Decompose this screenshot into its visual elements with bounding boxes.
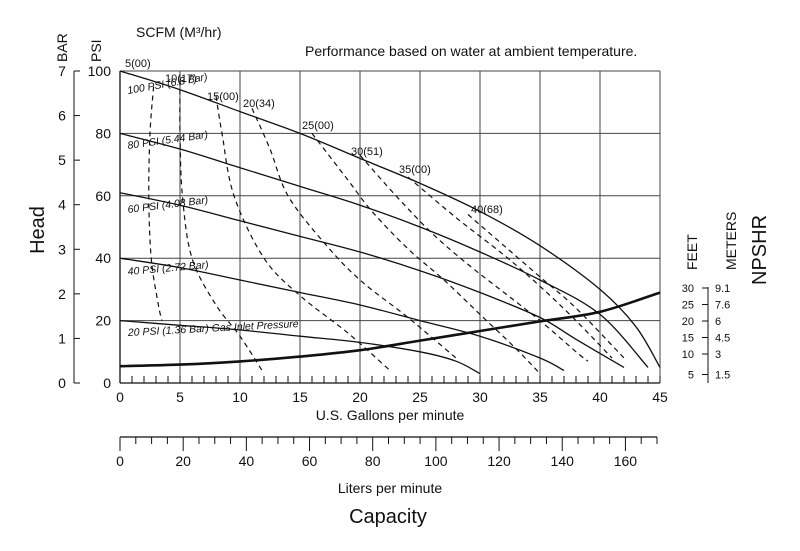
liters-tick-label: 0 <box>116 453 124 469</box>
grid <box>120 70 661 383</box>
air-consumption-curve <box>251 108 457 359</box>
npshr-meters-label: 3 <box>715 349 721 361</box>
psi-tick-label: 0 <box>103 375 111 391</box>
pressure-curve <box>119 257 565 372</box>
x-tick-label: 20 <box>352 389 368 405</box>
air-curve-label: 40(68) <box>471 204 503 216</box>
pressure-curve <box>119 192 625 368</box>
x-tick-label: 5 <box>176 389 184 405</box>
air-consumption-curve <box>467 214 625 359</box>
npshr-label: NPSHR <box>749 215 771 285</box>
npshr-feet-label: 15 <box>682 333 694 345</box>
psi-title: PSI <box>88 39 104 62</box>
meters-title: METERS <box>723 212 739 270</box>
pressure-curve-label: 20 PSI (1.36 Bar) Gas Inlet Pressure <box>127 318 300 339</box>
psi-tick-label: 100 <box>88 63 112 79</box>
bar-tick-label: 5 <box>58 152 66 168</box>
scfm-title: SCFM (M³/hr) <box>136 24 222 40</box>
air-consumption-curve <box>179 80 265 374</box>
npshr-feet-label: 10 <box>682 349 694 361</box>
bar-tick-label: 7 <box>58 63 66 79</box>
x-tick-label: 25 <box>412 389 428 405</box>
x-tick-label: 45 <box>652 389 668 405</box>
air-curve-label: 10(17) <box>165 73 197 85</box>
x-tick-label: 0 <box>116 389 124 405</box>
npshr-meters-label: 1.5 <box>715 370 730 382</box>
x-axis-label: U.S. Gallons per minute <box>316 407 465 423</box>
psi-tick-label: 20 <box>95 313 111 329</box>
npshr-feet-label: 5 <box>688 370 694 382</box>
liters-tick-label: 40 <box>239 453 255 469</box>
x-tick-label: 35 <box>532 389 548 405</box>
air-curve-label: 20(34) <box>243 98 275 110</box>
air-curve-label: 30(51) <box>351 146 383 158</box>
psi-tick-label: 60 <box>95 188 111 204</box>
npshr-meters-label: 7.6 <box>715 300 730 312</box>
liters-tick-label: 140 <box>551 453 575 469</box>
feet-title: FEET <box>684 234 700 270</box>
pressure-curve <box>119 70 661 368</box>
pressure-curve <box>119 319 481 375</box>
chart-note: Performance based on water at ambient te… <box>305 43 637 59</box>
bar-tick-label: 6 <box>58 108 66 124</box>
capacity-label: Capacity <box>349 506 427 528</box>
bar-tick-label: 3 <box>58 241 66 257</box>
psi-tick-label: 40 <box>95 250 111 266</box>
air-curve-label: 35(00) <box>399 164 431 176</box>
air-consumption-curve <box>359 154 589 362</box>
pressure-curve-label: 40 PSI (2.72 Bar) <box>127 259 209 278</box>
air-curve-label: 5(00) <box>125 58 151 70</box>
x-tick-label: 30 <box>472 389 488 405</box>
npshr-curve <box>119 291 661 368</box>
air-consumption-curve <box>215 95 391 371</box>
npshr-meters-label: 9.1 <box>715 283 730 295</box>
npshr-meters-label: 6 <box>715 316 721 328</box>
bar-tick-label: 4 <box>58 197 66 213</box>
liters-tick-label: 100 <box>424 453 448 469</box>
x-tick-label: 40 <box>592 389 608 405</box>
air-consumption-curve <box>407 176 613 359</box>
pressure-curve <box>119 132 649 368</box>
npshr-feet-label: 30 <box>682 283 694 295</box>
liters-tick-label: 80 <box>365 453 381 469</box>
liters-axis-label: Liters per minute <box>338 480 442 496</box>
head-label: Head <box>27 206 49 254</box>
bar-tick-label: 1 <box>58 330 66 346</box>
curves: 100 PSI (6.8 Bar)80 PSI (5.44 Bar)60 PSI… <box>119 58 661 375</box>
liters-tick-label: 60 <box>302 453 318 469</box>
air-curve-label: 25(00) <box>302 120 334 132</box>
x-tick-label: 10 <box>232 389 248 405</box>
liters-tick-label: 120 <box>487 453 511 469</box>
npshr-meters-label: 4.5 <box>715 333 730 345</box>
air-consumption-curve <box>311 133 541 375</box>
pressure-curve-label: 80 PSI (5.44 Bar) <box>127 129 209 152</box>
bar-tick-label: 0 <box>58 375 66 391</box>
liters-tick-label: 20 <box>175 453 191 469</box>
bar-tick-label: 2 <box>58 286 66 302</box>
bar-title: BAR <box>54 33 70 62</box>
npshr-feet-label: 20 <box>682 316 694 328</box>
pressure-curve-label: 60 PSI (4.08 Bar) <box>127 194 209 216</box>
liters-tick-label: 160 <box>614 453 638 469</box>
x-tick-label: 15 <box>292 389 308 405</box>
psi-tick-label: 80 <box>95 125 111 141</box>
air-curve-label: 15(00) <box>207 91 239 103</box>
npshr-feet-label: 25 <box>682 300 694 312</box>
